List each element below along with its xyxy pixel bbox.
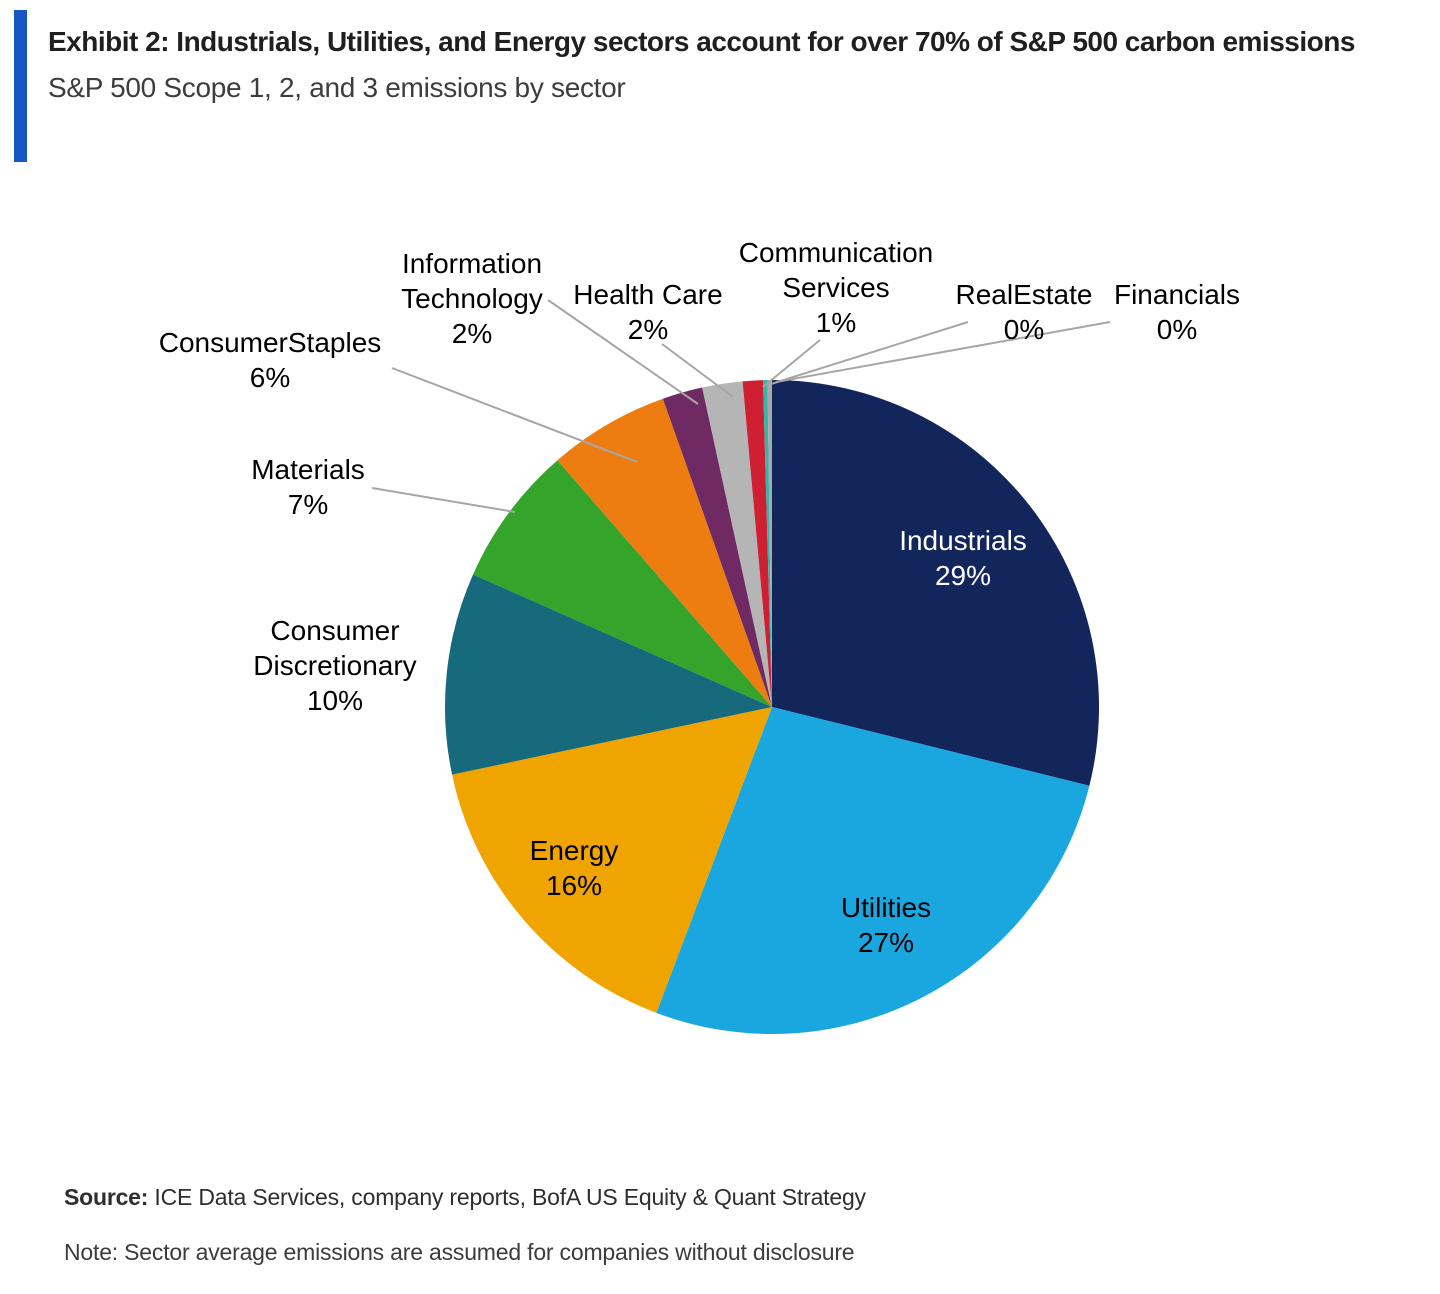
pie-label-name: Utilities bbox=[840, 892, 932, 923]
exhibit-title: Exhibit 2: Industrials, Utilities, and E… bbox=[48, 26, 1355, 57]
pie-label-pct: 29% bbox=[934, 560, 992, 591]
pie-slice-communication-services bbox=[742, 380, 772, 707]
pie-label-name: RealEstate bbox=[955, 279, 1093, 310]
pie-label-name: Health Care bbox=[573, 279, 723, 310]
pie-label-name: Industrials bbox=[899, 525, 1027, 556]
leader-line bbox=[547, 299, 699, 405]
pie-label-communication-services: Communication Services 1% bbox=[721, 235, 951, 340]
pie-slice-realestate bbox=[763, 380, 772, 707]
pie-label-pct: 1% bbox=[815, 307, 857, 338]
note-line: Note: Sector average emissions are assum… bbox=[64, 1239, 855, 1265]
pie-label-name: Consumer Discretionary bbox=[253, 615, 417, 681]
exhibit-subtitle: S&P 500 Scope 1, 2, and 3 emissions by s… bbox=[48, 72, 626, 103]
pie-label-name: Financials bbox=[1113, 279, 1241, 310]
pie-chart: Industrials 29% Utilities 27% Energy 16% Consu… bbox=[0, 172, 1440, 1162]
leader-line bbox=[661, 343, 734, 398]
pie-label-name: Energy bbox=[529, 835, 619, 866]
pie-label-financials: Financials 0% bbox=[1077, 277, 1277, 347]
pie-svg bbox=[371, 299, 1111, 1035]
pie-label-pct: 7% bbox=[287, 489, 329, 520]
pie-slice-materials bbox=[473, 460, 772, 707]
source-text: ICE Data Services, company reports, BofA… bbox=[148, 1184, 866, 1210]
pie-label-realestate: RealEstate 0% bbox=[924, 277, 1124, 347]
leader-line bbox=[391, 367, 638, 463]
pie-label-name: ConsumerStaples bbox=[158, 327, 382, 358]
pie-label-pct: 27% bbox=[857, 927, 915, 958]
pie-label-name: Materials bbox=[251, 454, 365, 485]
pie-slice-energy bbox=[452, 707, 772, 1013]
pie-slice-industrials bbox=[772, 380, 1100, 786]
pie-label-pct: 0% bbox=[1156, 314, 1198, 345]
leader-line bbox=[371, 487, 516, 513]
pie-slice-consumer-discretionary bbox=[444, 574, 772, 775]
pie-label-pct: 10% bbox=[306, 685, 364, 716]
leader-line bbox=[770, 321, 969, 385]
exhibit-footer: Source: ICE Data Services, company repor… bbox=[0, 1162, 1440, 1266]
pie-label-energy: Energy 16% bbox=[454, 833, 694, 903]
pie-label-pct: 6% bbox=[249, 362, 291, 393]
pie-slice-consumerstaples bbox=[557, 398, 772, 707]
pie-label-materials: Materials 7% bbox=[208, 452, 408, 522]
pie-label-pct: 2% bbox=[627, 314, 669, 345]
pie-slice-financials bbox=[767, 380, 772, 707]
pie-label-consumerstaples: ConsumerStaples 6% bbox=[120, 325, 420, 395]
source-label: Source: bbox=[64, 1184, 149, 1210]
pie-label-utilities: Utilities 27% bbox=[766, 890, 1006, 960]
pie-label-health-care: Health Care 2% bbox=[528, 277, 768, 347]
accent-bar bbox=[14, 10, 27, 162]
pie-slice-health-care bbox=[702, 381, 772, 707]
pie-label-pct: 0% bbox=[1003, 314, 1045, 345]
pie-label-industrials: Industrials 29% bbox=[843, 523, 1083, 593]
pie-label-information-technology: Information Technology 2% bbox=[362, 246, 582, 351]
leader-line bbox=[762, 339, 821, 388]
pie-slice-information-technology bbox=[662, 387, 772, 707]
pie-label-name: Communication Services bbox=[738, 237, 934, 303]
source-line: Source: ICE Data Services, company repor… bbox=[64, 1184, 1440, 1211]
pie-label-pct: 16% bbox=[545, 870, 603, 901]
pie-label-name: Information Technology bbox=[401, 248, 543, 314]
pie-slice-utilities bbox=[656, 707, 1090, 1035]
pie-label-pct: 2% bbox=[451, 318, 493, 349]
exhibit-header: Exhibit 2: Industrials, Utilities, and E… bbox=[0, 0, 1440, 172]
pie-label-consumer-discretionary: Consumer Discretionary 10% bbox=[215, 613, 455, 718]
leader-line bbox=[775, 321, 1111, 383]
